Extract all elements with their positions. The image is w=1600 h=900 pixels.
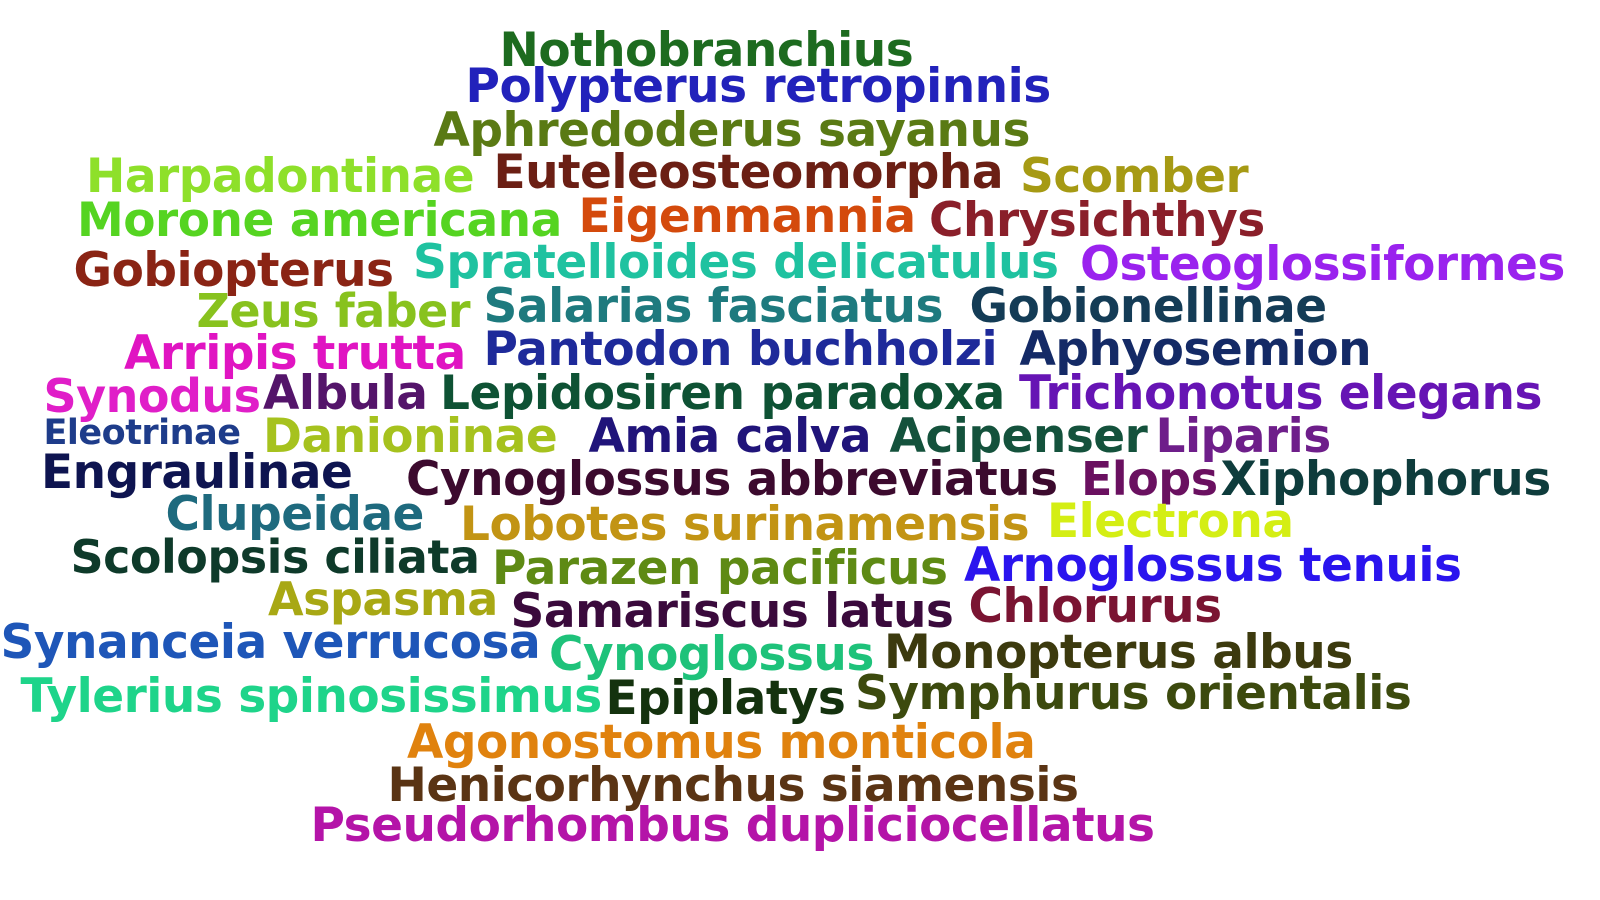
word-aspasma: Aspasma — [268, 572, 498, 626]
word-eleotrinae: Eleotrinae — [43, 412, 241, 453]
word-aphredoderus-sayanus: Aphredoderus sayanus — [433, 102, 1031, 158]
word-chrysichthys: Chrysichthys — [929, 192, 1265, 248]
word-nothobranchius: Nothobranchius — [499, 22, 914, 78]
word-zeus-faber: Zeus faber — [196, 284, 471, 338]
word-cynoglossus: Cynoglossus — [549, 626, 874, 682]
word-scomber: Scomber — [1020, 148, 1249, 204]
word-spratelloides-delicatulus: Spratelloides delicatulus — [413, 234, 1059, 290]
word-euteleosteomorpha: Euteleosteomorpha — [493, 144, 1004, 200]
word-clupeidae: Clupeidae — [165, 486, 425, 542]
word-eigenmannia: Eigenmannia — [578, 188, 917, 244]
word-tylerius-spinosissimus: Tylerius spinosissimus — [20, 668, 603, 724]
word-gobionellinae: Gobionellinae — [969, 278, 1328, 334]
word-polypterus-retropinnis: Polypterus retropinnis — [465, 58, 1052, 114]
word-morone-americana: Morone americana — [77, 192, 562, 248]
word-liparis: Liparis — [1155, 408, 1332, 464]
word-salarias-fasciatus: Salarias fasciatus — [483, 278, 944, 334]
word-agonostomus-monticola: Agonostomus monticola — [407, 714, 1036, 770]
word-xiphophorus: Xiphophorus — [1220, 451, 1552, 507]
word-scolopsis-ciliata: Scolopsis ciliata — [70, 530, 480, 584]
word-synodus: Synodus — [43, 369, 262, 423]
word-osteoglossiformes: Osteoglossiformes — [1080, 236, 1565, 292]
word-danioninae: Danioninae — [263, 408, 558, 464]
word-trichonotus-elegans: Trichonotus elegans — [1019, 365, 1542, 421]
word-arripis-trutta: Arripis trutta — [124, 325, 466, 381]
word-engraulinae: Engraulinae — [41, 444, 353, 500]
word-samariscus-latus: Samariscus latus — [510, 583, 954, 639]
word-lepidosiren-paradoxa: Lepidosiren paradoxa — [440, 365, 1005, 421]
word-gobiopterus: Gobiopterus — [73, 242, 395, 298]
word-electrona: Electrona — [1047, 493, 1294, 549]
word-symphurus-orientalis: Symphurus orientalis — [855, 665, 1412, 721]
word-lobotes-surinamensis: Lobotes surinamensis — [460, 496, 1030, 552]
word-chlorurus: Chlorurus — [968, 578, 1223, 634]
word-monopterus-albus: Monopterus albus — [884, 624, 1353, 680]
word-parazen-pacificus: Parazen pacificus — [492, 540, 948, 596]
word-cynoglossus-abbreviatus: Cynoglossus abbreviatus — [406, 451, 1058, 507]
word-acipenser: Acipenser — [889, 408, 1148, 464]
word-synanceia-verrucosa: Synanceia verrucosa — [0, 614, 541, 670]
word-harpadontinae: Harpadontinae — [86, 148, 475, 204]
word-elops: Elops — [1081, 452, 1218, 506]
word-pantodon-buchholzi: Pantodon buchholzi — [483, 321, 998, 377]
word-albula: Albula — [263, 365, 428, 421]
word-henicorhynchus-siamensis: Henicorhynchus siamensis — [387, 757, 1079, 813]
word-arnoglossus-tenuis: Arnoglossus tenuis — [964, 537, 1462, 593]
word-amia-calva: Amia calva — [588, 408, 872, 464]
word-pseudorhombus-dupliciocellatus: Pseudorhombus dupliciocellatus — [310, 797, 1156, 853]
word-epiplatys: Epiplatys — [605, 670, 846, 726]
word-aphyosemion: Aphyosemion — [1019, 321, 1372, 377]
